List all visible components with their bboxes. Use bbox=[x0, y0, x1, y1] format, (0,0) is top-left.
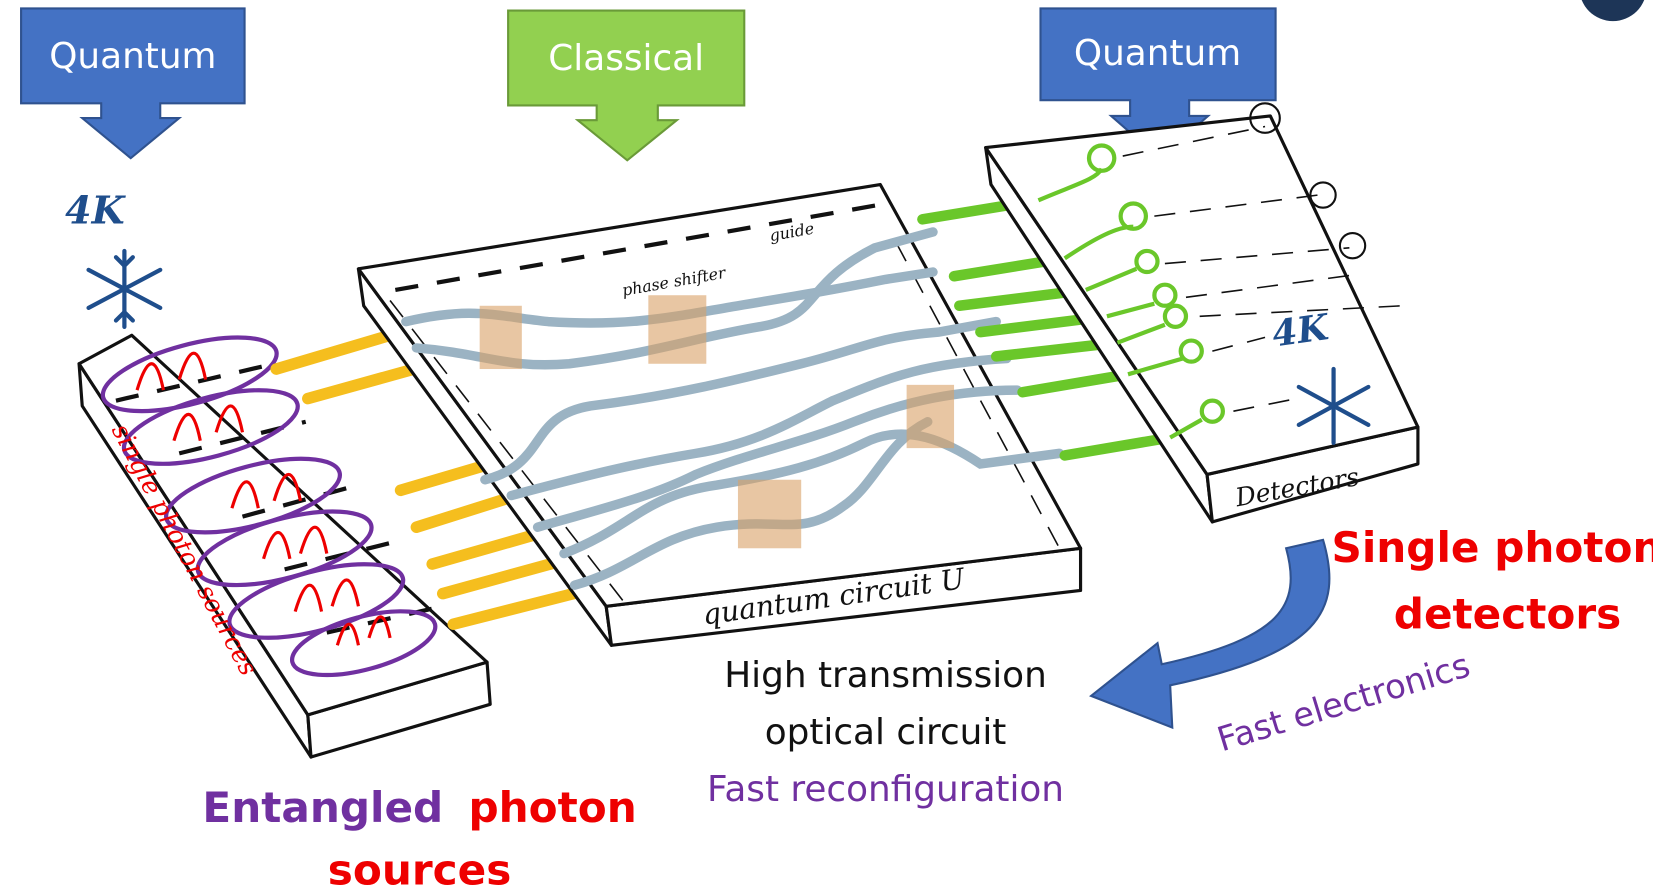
circuit-caption: High transmission bbox=[724, 655, 1047, 696]
circuit-note: Fast reconfiguration bbox=[707, 769, 1064, 810]
caption-word: photon bbox=[468, 782, 636, 831]
circuit-caption: optical circuit bbox=[765, 712, 1007, 753]
caption-word: sources bbox=[328, 846, 512, 892]
arrow-label: Quantum bbox=[49, 36, 216, 77]
temperature-label: 4K bbox=[65, 188, 126, 233]
classical-arrow bbox=[508, 11, 744, 161]
arrow-label: Classical bbox=[548, 38, 704, 79]
detectors-caption: Single photon bbox=[1331, 523, 1653, 572]
diagram: Quantum Classical Quantum 4K single phot… bbox=[0, 0, 1653, 892]
temperature-label: 4K bbox=[1270, 306, 1333, 356]
detectors-caption: detectors bbox=[1394, 589, 1621, 638]
quantum-arrow bbox=[21, 8, 244, 158]
snowflake bbox=[89, 251, 161, 327]
caption-word: Entangled bbox=[202, 782, 443, 831]
logo bbox=[1579, 0, 1646, 21]
sources-caption: Entangled photon bbox=[202, 782, 636, 831]
arrow-label: Quantum bbox=[1074, 33, 1241, 74]
